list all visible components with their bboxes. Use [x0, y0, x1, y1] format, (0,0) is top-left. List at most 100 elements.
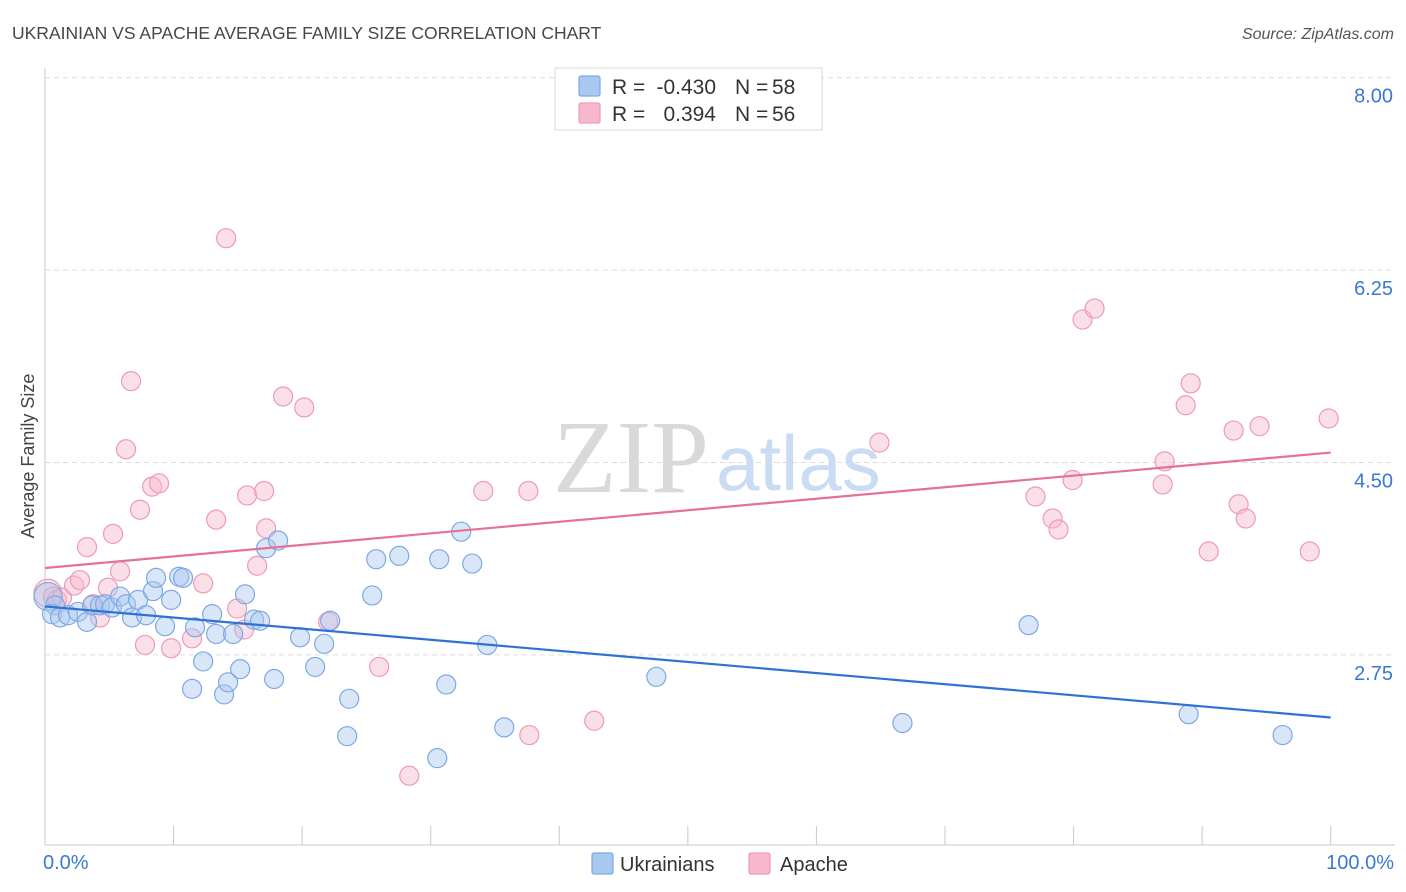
apache-point — [399, 765, 420, 786]
legend-row-ukrainians: R = -0.430 N = 58 — [578, 75, 795, 99]
apache-point — [1223, 420, 1244, 441]
legend-r-value: -0.430 — [656, 76, 716, 99]
ukrainians-point — [1272, 724, 1293, 746]
ukrainians-point — [314, 633, 335, 654]
ukrainians-point — [427, 748, 448, 769]
ukrainians-point — [230, 659, 251, 680]
ukrainians-point — [337, 726, 358, 747]
ukrainians-point — [193, 651, 214, 672]
legend-swatch-ukrainians — [578, 75, 601, 97]
ukrainians-point — [436, 674, 457, 695]
ukrainians-point — [223, 623, 244, 645]
apache-point — [1062, 469, 1083, 491]
legend-n-value: 58 — [772, 76, 795, 99]
source-credit: Source: ZipAtlas.com — [1242, 26, 1394, 43]
apache-point — [1180, 373, 1201, 394]
apache-point — [206, 509, 227, 530]
apache-point — [76, 536, 98, 558]
y-tick-label: 2.75 — [1354, 663, 1393, 685]
ukrainians-point — [41, 604, 63, 625]
ukrainians-point — [76, 611, 98, 632]
ukrainians-point — [181, 678, 203, 700]
ukrainians-point — [145, 567, 167, 588]
apache-point — [1299, 541, 1320, 562]
ukrainians-point — [172, 567, 194, 588]
series-legend-swatch-apache — [748, 852, 771, 875]
ukrainians-point — [429, 549, 450, 570]
legend-swatch-apache — [578, 102, 601, 124]
ukrainians-point — [268, 530, 289, 551]
apache-point — [115, 439, 137, 460]
ukrainians-point — [264, 668, 285, 690]
ukrainians-point — [33, 581, 63, 612]
ukrainians-point — [234, 584, 256, 605]
watermark-zip: ZIP — [553, 400, 709, 515]
ukrainians-trend-line — [44, 605, 1331, 719]
apache-point — [519, 724, 540, 746]
ukrainians-point — [142, 580, 164, 602]
y-tick-label: 4.50 — [1354, 470, 1393, 492]
legend-box: R = -0.430 N = 58 R = 0.394 N = 56 — [554, 67, 823, 131]
legend-n-label: N = — [735, 103, 768, 126]
ukrainians-point — [462, 553, 483, 574]
ukrainians-point — [339, 688, 360, 709]
apache-point — [63, 575, 85, 596]
ukrainians-point — [305, 656, 326, 678]
ukrainians-point — [161, 589, 182, 610]
legend-r-value: 0.394 — [663, 103, 716, 126]
y-axis-label: Average Family Size — [18, 374, 38, 539]
ukrainians-point — [214, 684, 235, 705]
apache-point — [193, 573, 214, 594]
x-tick-label-max: 100.0% — [1326, 852, 1394, 874]
ukrainians-points — [33, 521, 1293, 769]
apache-point — [1084, 298, 1105, 319]
apache-point — [1042, 508, 1063, 529]
apache-point — [237, 485, 258, 506]
apache-point — [109, 561, 131, 582]
legend-n-label: N = — [735, 76, 768, 99]
ukrainians-point — [389, 545, 410, 566]
ukrainians-point — [154, 616, 176, 637]
apache-point — [584, 710, 605, 731]
legend-n-value: 56 — [772, 103, 795, 126]
legend-r-label: R = — [612, 103, 645, 126]
apache-point — [247, 555, 268, 576]
legend-r-label: R = — [612, 76, 645, 99]
apache-point — [1152, 474, 1173, 495]
apache-point — [161, 638, 182, 659]
apache-point — [1175, 395, 1196, 416]
legend-row-apache: R = 0.394 N = 56 — [578, 102, 795, 126]
watermark: ZIP atlas — [553, 400, 881, 515]
series-legend-label-apache: Apache — [780, 854, 848, 876]
apache-point — [129, 499, 151, 520]
x-tick-marks — [44, 826, 1332, 845]
apache-point — [253, 480, 275, 502]
ukrainians-point — [184, 617, 206, 638]
series-legend-swatch-ukrainians — [591, 852, 614, 875]
apache-point — [369, 656, 390, 678]
apache-point — [148, 473, 170, 494]
apache-point — [473, 480, 494, 502]
apache-point — [120, 370, 142, 392]
chart-title: UKRAINIAN VS APACHE AVERAGE FAMILY SIZE … — [12, 23, 602, 43]
apache-point — [256, 518, 277, 539]
series-legend-label-ukrainians: Ukrainians — [620, 854, 714, 876]
ukrainians-point — [362, 585, 383, 606]
apache-point — [294, 397, 315, 418]
apache-point — [1025, 486, 1046, 507]
apache-point — [216, 228, 237, 249]
apache-trend-line — [44, 451, 1331, 570]
apache-point — [134, 634, 156, 656]
ukrainians-point — [206, 623, 227, 645]
ukrainians-point — [202, 604, 223, 625]
ukrainians-point — [320, 610, 341, 631]
y-tick-label: 6.25 — [1354, 278, 1393, 300]
x-tick-label-min: 0.0% — [43, 852, 89, 874]
ukrainians-point — [289, 627, 311, 648]
ukrainians-point — [1178, 704, 1199, 725]
apache-point — [518, 480, 539, 502]
ukrainians-point — [494, 717, 515, 738]
apache-point — [273, 386, 294, 407]
ukrainians-point — [646, 666, 667, 687]
